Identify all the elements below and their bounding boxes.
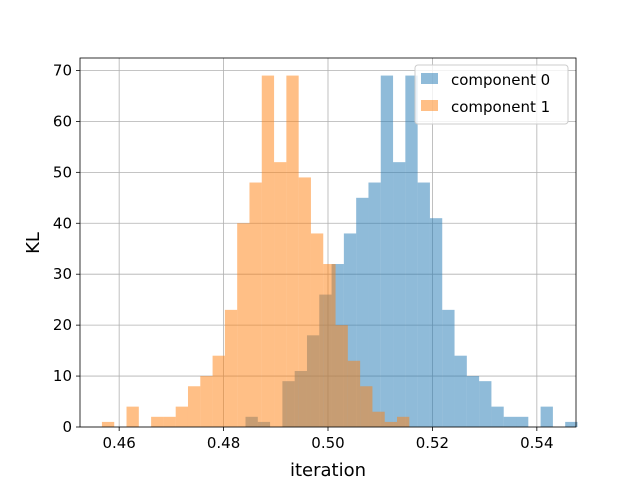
histogram-bar-component-0 <box>417 182 430 427</box>
legend: component 0 component 1 <box>414 64 569 125</box>
y-tick-label: 30 <box>53 265 72 283</box>
y-tick-label: 70 <box>53 61 72 79</box>
grid-lines <box>80 58 576 428</box>
histogram-bar-component-1 <box>126 406 139 427</box>
histogram-bar-component-0 <box>429 218 443 427</box>
histogram-bar-component-1 <box>163 416 176 427</box>
histogram-bar-component-1 <box>298 177 311 427</box>
histogram-bar-component-0 <box>454 355 467 427</box>
y-tick-label: 40 <box>53 214 72 232</box>
legend-label-component-1: component 1 <box>451 98 550 116</box>
histogram-bar-component-1 <box>151 416 164 427</box>
histogram-bar-component-1 <box>310 233 324 427</box>
y-tick-label: 10 <box>53 367 72 385</box>
histogram-bar-component-1 <box>397 416 410 427</box>
x-tick-label: 0.46 <box>102 434 135 452</box>
y-tick-label: 60 <box>53 112 72 130</box>
histogram-bar-component-0 <box>442 309 455 427</box>
histogram-bar-component-1 <box>212 355 225 427</box>
histogram-bar-component-0 <box>479 381 492 427</box>
histogram-bar-component-0 <box>516 416 529 427</box>
histogram-bars <box>101 75 578 428</box>
histogram-bar-component-1 <box>274 162 287 427</box>
histogram-bar-component-0 <box>368 182 381 427</box>
x-tick-label: 0.48 <box>207 434 240 452</box>
histogram-bar-component-0 <box>503 416 517 427</box>
legend-box <box>414 64 569 125</box>
histogram-bar-component-0 <box>405 75 418 428</box>
histogram-bar-component-0 <box>491 406 504 427</box>
legend-swatch-component-1 <box>421 100 438 111</box>
x-tick-label: 0.52 <box>416 434 449 452</box>
histogram-bar-component-1 <box>237 223 250 427</box>
histogram-bar-component-1 <box>323 264 336 427</box>
histogram-bar-component-1 <box>286 75 299 428</box>
histogram-bar-component-1 <box>249 182 262 427</box>
y-tick-label: 0 <box>62 418 72 436</box>
histogram-bar-component-1 <box>261 75 275 428</box>
y-tick-label: 50 <box>53 163 72 181</box>
histogram-bar-component-0 <box>540 406 553 427</box>
axis-ticks: 0.46 0.48 0.50 0.52 0.54 0 10 20 30 40 50 60 70 <box>53 61 554 452</box>
histogram-bar-component-1 <box>187 386 201 427</box>
histogram-bar-component-1 <box>101 421 115 427</box>
histogram-bar-component-1 <box>372 411 385 427</box>
legend-label-component-0: component 0 <box>451 71 550 89</box>
histogram-bar-component-0 <box>393 162 406 427</box>
x-tick-label: 0.50 <box>311 434 344 452</box>
histogram-bar-component-1 <box>224 309 238 427</box>
histogram-bar-component-1 <box>347 360 361 427</box>
histogram-bar-component-1 <box>360 386 373 427</box>
histogram-bar-component-0 <box>466 376 480 427</box>
histogram-bar-component-1 <box>200 376 213 427</box>
histogram-bar-component-1 <box>335 325 348 427</box>
x-axis-label: iteration <box>290 460 366 480</box>
histogram-bar-component-1 <box>175 406 188 427</box>
x-tick-label: 0.54 <box>520 434 553 452</box>
y-tick-label: 20 <box>53 316 72 334</box>
histogram-bar-component-1 <box>384 421 398 427</box>
legend-swatch-component-0 <box>421 73 438 84</box>
histogram-bar-component-0 <box>380 75 394 428</box>
y-axis-label: KL <box>23 232 44 254</box>
histogram-bar-component-0 <box>565 421 578 427</box>
